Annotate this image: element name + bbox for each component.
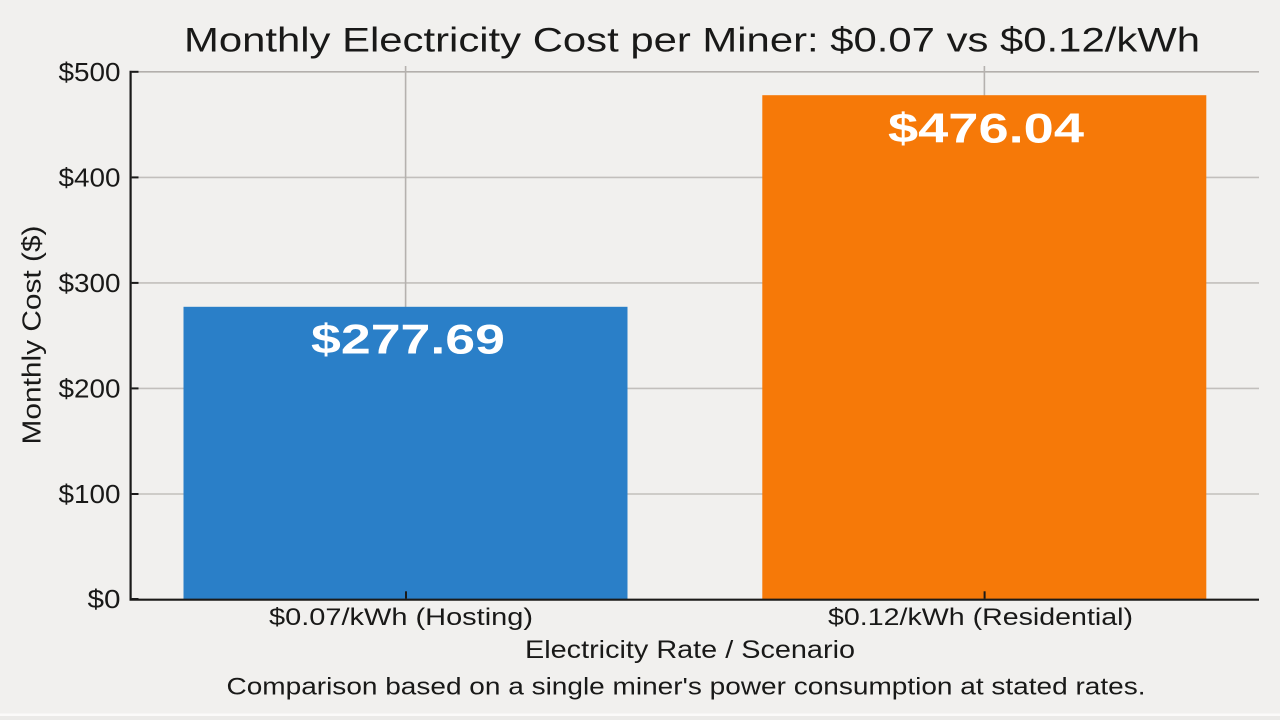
svg-text:$0: $0 (88, 584, 121, 614)
svg-text:Monthly Electricity Cost per M: Monthly Electricity Cost per Miner: $0.0… (184, 22, 1200, 60)
svg-text:Comparison based on a single m: Comparison based on a single miner's pow… (227, 673, 1146, 700)
svg-text:$277.69: $277.69 (311, 316, 505, 363)
svg-text:$0.07/kWh (Hosting): $0.07/kWh (Hosting) (269, 604, 533, 631)
svg-text:$100: $100 (59, 479, 121, 509)
svg-text:$0.12/kWh (Residential): $0.12/kWh (Residential) (828, 604, 1133, 631)
svg-text:Electricity Rate / Scenario: Electricity Rate / Scenario (525, 636, 855, 664)
svg-text:Monthly Cost ($): Monthly Cost ($) (17, 225, 47, 444)
svg-text:$300: $300 (59, 268, 121, 298)
svg-text:$476.04: $476.04 (888, 105, 1085, 152)
svg-text:$500: $500 (59, 57, 121, 87)
svg-text:$200: $200 (59, 373, 121, 403)
svg-text:$400: $400 (59, 162, 121, 192)
